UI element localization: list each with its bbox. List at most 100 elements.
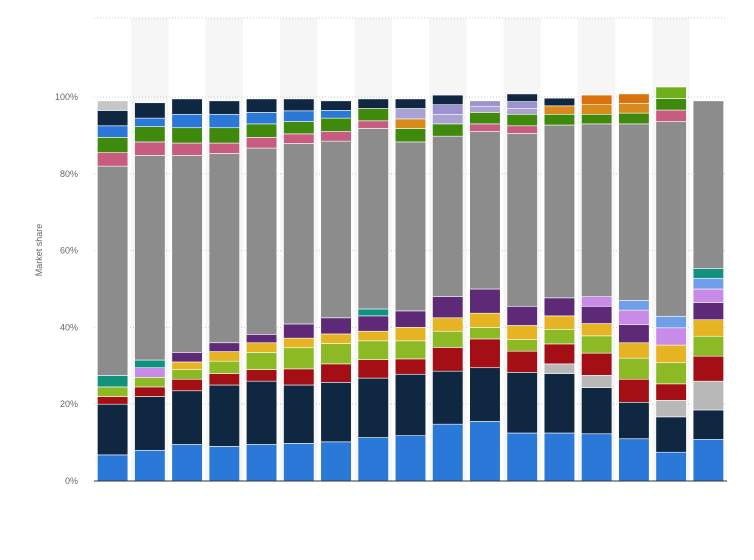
bar-segment <box>618 123 650 301</box>
bar-segment <box>469 367 501 422</box>
bar-segment <box>581 113 613 125</box>
bar-segment <box>283 133 315 144</box>
bar-segment <box>581 387 613 435</box>
bar-segment <box>581 433 613 482</box>
bar-segment <box>171 155 203 353</box>
bar-segment <box>581 123 613 297</box>
bar-segment <box>543 363 576 374</box>
y-tick-label: 40% <box>60 322 78 332</box>
bar-segment <box>97 110 129 127</box>
bar-segment <box>618 300 650 311</box>
bar-segment <box>171 444 203 482</box>
bar-segment <box>432 104 464 115</box>
bar-segment <box>469 106 501 113</box>
bar-segment <box>469 338 501 369</box>
bar-segment <box>394 141 427 312</box>
bar-segment <box>394 435 427 482</box>
bar-segment <box>543 329 576 345</box>
bar-segment <box>357 308 389 317</box>
bar-segment <box>357 120 389 129</box>
bars <box>97 86 724 482</box>
bar-segment <box>692 319 724 337</box>
bar-segment <box>469 312 501 328</box>
bar-segment <box>245 98 278 113</box>
bar-segment <box>618 309 650 326</box>
bar-segment <box>97 125 129 138</box>
bar-segment <box>245 380 278 445</box>
bar-segment <box>655 362 687 385</box>
bar-segment <box>618 324 650 344</box>
bar-segment <box>320 343 352 365</box>
bar-segment <box>692 288 724 303</box>
bar-segment <box>692 100 724 269</box>
bar-segment <box>655 344 687 364</box>
bar-segment <box>208 360 240 374</box>
bar-segment <box>320 363 352 383</box>
bar-segment <box>357 359 389 379</box>
bar-segment <box>692 439 724 482</box>
bar-segment <box>357 108 389 122</box>
bar-segment <box>208 384 240 447</box>
bar-segment <box>357 377 389 438</box>
bar-segment <box>506 339 538 352</box>
bar-segment <box>134 117 166 127</box>
bar-segment <box>394 310 427 328</box>
bar-segment <box>134 386 166 397</box>
bar-segment <box>97 375 129 388</box>
bar-segment <box>320 317 352 335</box>
bar-segment <box>618 378 650 403</box>
bar-segment <box>469 288 501 314</box>
bar-segment <box>283 347 315 370</box>
bar-segment <box>432 94 464 105</box>
bar-segment <box>394 327 427 342</box>
bar-segment <box>506 113 538 127</box>
bar-segment <box>171 390 203 445</box>
bar-segment <box>692 355 724 382</box>
bar-segment <box>692 335 724 357</box>
bar-segment <box>134 155 166 361</box>
bar-segment <box>283 98 315 112</box>
bar-segment <box>283 110 315 122</box>
bar-segment <box>506 305 538 326</box>
bar-segment <box>394 373 427 436</box>
y-axis-label: Market share <box>34 224 44 277</box>
bar-segment <box>543 343 576 365</box>
bar-segment <box>469 131 501 290</box>
bar-segment <box>208 100 240 115</box>
bar-segment <box>506 350 538 373</box>
bar-segment <box>655 86 687 99</box>
bar-segment <box>320 333 352 344</box>
bar-segment <box>543 105 576 115</box>
bar-segment <box>543 373 576 434</box>
bar-segment <box>245 123 278 138</box>
bar-segment <box>357 330 389 342</box>
bar-segment <box>283 143 315 325</box>
bar-segment <box>320 100 352 111</box>
bar-segment <box>134 367 166 378</box>
bar-segment <box>97 386 129 397</box>
bar-segment <box>394 108 427 120</box>
bar-segment <box>283 337 315 349</box>
bar-segment <box>171 352 203 363</box>
bar-segment <box>97 165 129 376</box>
bar-segment <box>97 454 129 482</box>
bar-segment <box>320 131 352 142</box>
bar-segment <box>581 296 613 307</box>
bar-segment <box>320 117 352 132</box>
bar-segment <box>692 277 724 290</box>
bar-segment <box>208 342 240 352</box>
bar-segment <box>171 113 203 129</box>
bar-segment <box>208 153 240 344</box>
bar-segment <box>171 98 203 115</box>
bar-segment <box>357 128 389 310</box>
bar-segment <box>320 441 352 482</box>
bar-segment <box>655 327 687 346</box>
bar-segment <box>469 112 501 125</box>
bar-segment <box>432 370 464 425</box>
bar-segment <box>208 351 240 362</box>
y-tick-label: 80% <box>60 169 78 179</box>
bar-segment <box>618 357 650 380</box>
bar-segment <box>432 317 464 332</box>
bar-segment <box>97 100 129 111</box>
bar-segment <box>432 135 464 297</box>
